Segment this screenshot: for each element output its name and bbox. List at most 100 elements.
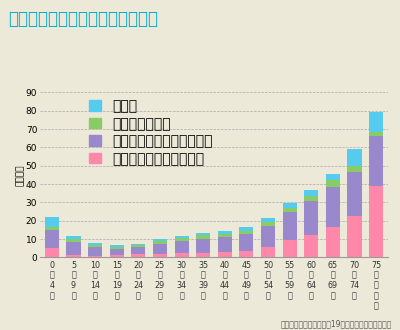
Text: 9
歳: 9 歳: [71, 280, 76, 300]
Bar: [261, 218, 275, 222]
Bar: [283, 203, 297, 208]
Bar: [66, 239, 80, 242]
Text: 54
歳: 54 歳: [263, 280, 273, 300]
Bar: [348, 172, 362, 216]
Bar: [174, 238, 189, 241]
Text: 4
歳: 4 歳: [49, 280, 54, 300]
Text: 34
歳: 34 歳: [176, 280, 186, 300]
Bar: [304, 235, 318, 257]
Text: 30: 30: [176, 261, 186, 270]
Bar: [153, 239, 167, 241]
Text: 59
歳: 59 歳: [284, 280, 295, 300]
Bar: [174, 236, 189, 238]
Bar: [196, 235, 210, 239]
Text: 49
歳: 49 歳: [241, 280, 252, 300]
Bar: [348, 149, 362, 166]
Text: 64
歳: 64 歳: [306, 280, 316, 300]
Bar: [110, 246, 124, 247]
Text: 出所：厚生労働省「平成19年度国民医療費の概況」: 出所：厚生労働省「平成19年度国民医療費の概況」: [281, 319, 392, 328]
Bar: [131, 246, 145, 247]
Text: 〜: 〜: [374, 271, 378, 280]
Text: 20: 20: [133, 261, 144, 270]
Text: 年齢ごとの一人あたり年間医療費: 年齢ごとの一人あたり年間医療費: [8, 10, 158, 28]
Bar: [369, 112, 383, 132]
Bar: [283, 240, 297, 257]
Bar: [369, 136, 383, 186]
Bar: [348, 166, 362, 172]
Bar: [196, 239, 210, 253]
Bar: [283, 208, 297, 213]
Text: 70: 70: [350, 261, 360, 270]
Text: 35: 35: [198, 261, 208, 270]
Bar: [131, 254, 145, 257]
Text: 55: 55: [284, 261, 295, 270]
Bar: [131, 244, 145, 246]
Bar: [110, 249, 124, 255]
Text: 〜: 〜: [179, 271, 184, 280]
Text: 29
歳: 29 歳: [155, 280, 165, 300]
Text: 60: 60: [306, 261, 316, 270]
Text: 14
歳: 14 歳: [90, 280, 100, 300]
Text: 39
歳: 39 歳: [198, 280, 208, 300]
Legend: その他, 歯科診察医療費, 一般診療医療費（入院外）, 一般診療医療費（入院）: その他, 歯科診察医療費, 一般診療医療費（入院外）, 一般診療医療費（入院）: [89, 99, 213, 166]
Text: 〜: 〜: [222, 271, 227, 280]
Bar: [218, 231, 232, 234]
Text: 40: 40: [220, 261, 230, 270]
Text: 65: 65: [328, 261, 338, 270]
Bar: [45, 227, 59, 230]
Bar: [304, 196, 318, 202]
Text: 〜: 〜: [201, 271, 206, 280]
Text: 〜: 〜: [244, 271, 249, 280]
Text: 15: 15: [112, 261, 122, 270]
Text: 75: 75: [371, 261, 381, 270]
Text: 歳
以
上: 歳 以 上: [374, 280, 378, 310]
Bar: [326, 181, 340, 187]
Text: 0: 0: [49, 261, 54, 270]
Bar: [174, 241, 189, 253]
Bar: [239, 231, 254, 235]
Bar: [283, 213, 297, 240]
Text: 〜: 〜: [309, 271, 314, 280]
Bar: [304, 202, 318, 235]
Bar: [261, 247, 275, 257]
Bar: [153, 244, 167, 254]
Bar: [66, 255, 80, 257]
Text: 10: 10: [90, 261, 100, 270]
Bar: [218, 237, 232, 252]
Bar: [218, 234, 232, 237]
Bar: [196, 253, 210, 257]
Bar: [88, 247, 102, 255]
Bar: [110, 255, 124, 257]
Bar: [153, 241, 167, 244]
Bar: [45, 248, 59, 257]
Bar: [196, 233, 210, 235]
Bar: [66, 242, 80, 255]
Bar: [88, 255, 102, 257]
Bar: [239, 227, 254, 231]
Text: 25: 25: [155, 261, 165, 270]
Text: 〜: 〜: [71, 271, 76, 280]
Text: 45: 45: [241, 261, 252, 270]
Bar: [131, 247, 145, 254]
Text: 24
歳: 24 歳: [133, 280, 144, 300]
Text: 74
歳: 74 歳: [350, 280, 360, 300]
Bar: [45, 230, 59, 248]
Text: 5: 5: [71, 261, 76, 270]
Bar: [261, 226, 275, 247]
Bar: [369, 132, 383, 136]
Text: 〜: 〜: [266, 271, 270, 280]
Bar: [326, 227, 340, 257]
Bar: [239, 251, 254, 257]
Text: 19
歳: 19 歳: [112, 280, 122, 300]
Bar: [110, 247, 124, 249]
Bar: [174, 253, 189, 257]
Text: 〜: 〜: [158, 271, 162, 280]
Bar: [348, 216, 362, 257]
Bar: [66, 236, 80, 239]
Text: 〜: 〜: [330, 271, 335, 280]
Bar: [326, 174, 340, 181]
Text: 〜: 〜: [114, 271, 119, 280]
Bar: [326, 187, 340, 227]
Bar: [261, 222, 275, 226]
Bar: [88, 243, 102, 245]
